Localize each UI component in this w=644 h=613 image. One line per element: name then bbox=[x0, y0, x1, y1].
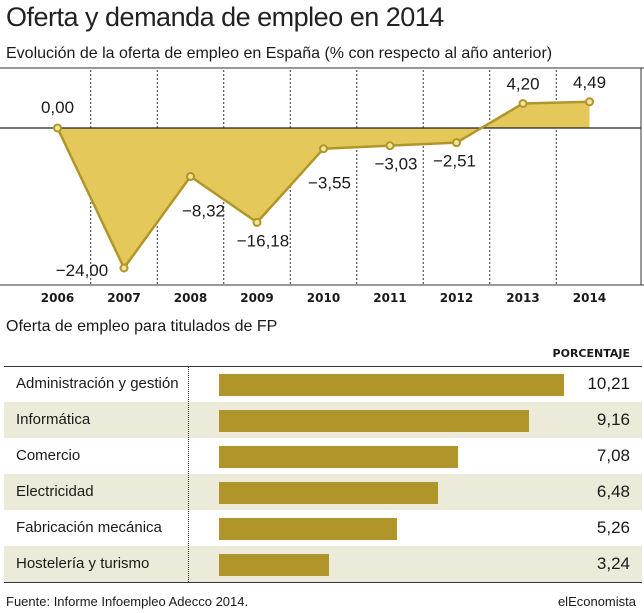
area-fill bbox=[57, 101, 590, 268]
data-point bbox=[319, 144, 328, 154]
bar-row: Comercio 7,08 bbox=[4, 438, 642, 474]
data-point bbox=[452, 138, 461, 148]
data-point bbox=[585, 97, 594, 107]
x-tick-label: 2007 bbox=[107, 291, 140, 305]
bar bbox=[219, 518, 397, 540]
bar-category-label: Hostelería y turismo bbox=[16, 555, 150, 572]
data-point bbox=[385, 141, 395, 151]
bar-axis-line bbox=[188, 366, 189, 582]
bar-row: Informática 9,16 bbox=[4, 402, 642, 438]
bar-category-label: Comercio bbox=[16, 447, 81, 464]
bar bbox=[219, 482, 439, 504]
data-label: 4,49 bbox=[573, 73, 606, 92]
bar-category-label: Informática bbox=[16, 411, 91, 428]
data-label: −8,32 bbox=[182, 202, 225, 221]
bar-category-label: Fabricación mecánica bbox=[16, 519, 162, 536]
brand-logo: elEconomista bbox=[557, 594, 636, 609]
data-label: −3,55 bbox=[308, 174, 351, 193]
data-label: −24,00 bbox=[56, 261, 108, 280]
bar bbox=[219, 446, 459, 468]
data-point bbox=[518, 99, 528, 108]
x-tick-label: 2011 bbox=[373, 291, 406, 305]
bar-value-label: 5,26 bbox=[596, 518, 630, 537]
bar-column-header: PORCENTAJE bbox=[552, 347, 630, 360]
x-tick-label: 2009 bbox=[240, 291, 273, 305]
bar-top-rule bbox=[4, 366, 642, 367]
bar-row: Hostelería y turismo 3,24 bbox=[4, 546, 642, 582]
bar-value-label: 10,21 bbox=[587, 374, 630, 393]
bar-chart-title: Oferta de empleo para titulados de FP bbox=[6, 318, 278, 335]
bar-bottom-rule bbox=[4, 582, 642, 583]
page-title: Oferta y demanda de empleo en 2014 bbox=[6, 2, 444, 32]
bar bbox=[219, 410, 529, 432]
line-chart-title: Evolución de la oferta de empleo en Espa… bbox=[6, 45, 553, 62]
data-point bbox=[186, 172, 195, 182]
bar bbox=[219, 374, 565, 396]
source-note: Fuente: Informe Infoempleo Adecco 2014. bbox=[6, 594, 249, 609]
bar-chart: Administración y gestión 10,21 Informática… bbox=[4, 366, 642, 582]
x-tick-label: 2008 bbox=[174, 291, 207, 305]
bar-row: Electricidad 6,48 bbox=[4, 474, 642, 510]
bar-value-label: 9,16 bbox=[596, 410, 630, 429]
x-tick-label: 2006 bbox=[41, 291, 74, 305]
x-tick-label: 2014 bbox=[573, 291, 606, 305]
data-label: −16,18 bbox=[237, 231, 289, 250]
data-point bbox=[53, 123, 62, 133]
bar bbox=[219, 554, 329, 576]
data-label: 4,20 bbox=[506, 75, 539, 94]
bar-value-label: 6,48 bbox=[596, 482, 630, 501]
data-label: −2,51 bbox=[433, 152, 476, 171]
bar-row: Fabricación mecánica 5,26 bbox=[4, 510, 642, 546]
bar-category-label: Electricidad bbox=[16, 483, 94, 500]
x-tick-label: 2012 bbox=[440, 291, 473, 305]
x-tick-label: 2010 bbox=[307, 291, 340, 305]
line-chart: 0,00 −24,00 −8,32 −16,18 −3,55 −3,03 −2,51 4,20… bbox=[0, 67, 644, 305]
bar-value-label: 7,08 bbox=[596, 446, 630, 465]
x-tick-label: 2013 bbox=[506, 291, 539, 305]
bar-row: Administración y gestión 10,21 bbox=[4, 366, 642, 402]
bar-category-label: Administración y gestión bbox=[16, 375, 179, 392]
data-point bbox=[119, 263, 129, 273]
data-point bbox=[252, 217, 262, 227]
bar-value-label: 3,24 bbox=[596, 554, 630, 573]
data-label: −3,03 bbox=[374, 155, 417, 174]
data-label: 0,00 bbox=[41, 98, 74, 117]
